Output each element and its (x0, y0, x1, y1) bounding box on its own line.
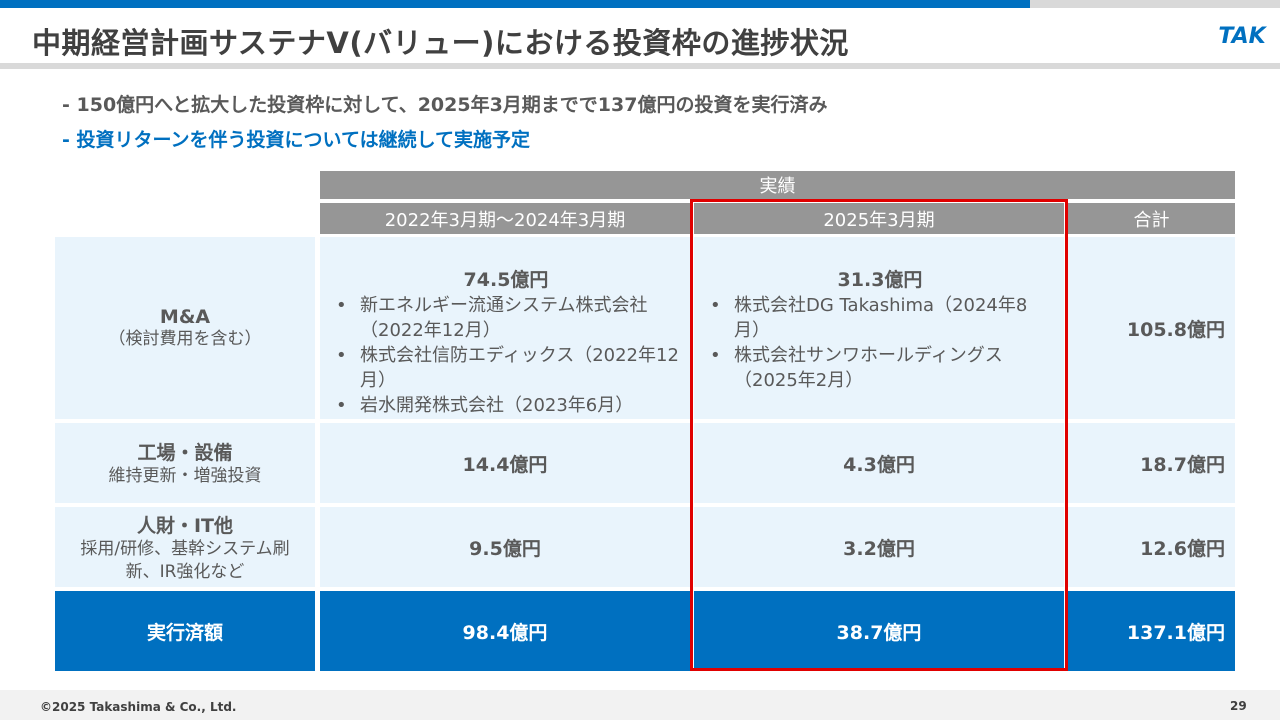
header-fy2022-2024: 2022年3月期～2024年3月期 (320, 203, 690, 234)
row-label-hr-it: 人財・IT他 採用/研修、基幹システム刷新、IR強化など (55, 507, 315, 587)
cell-ma-fy2025: 31.3億円 株式会社DG Takashima（2024年8月） 株式会社サンワ… (694, 237, 1064, 419)
row-label-sub: 採用/研修、基幹システム刷新、IR強化など (80, 539, 290, 582)
cell-ma-fy2022-2024: 74.5億円 新エネルギー流通システム株式会社（2022年12月） 株式会社信防… (320, 237, 690, 419)
amount: 74.5億円 (463, 269, 549, 291)
list-item: 岩水開発株式会社（2023年6月） (332, 393, 680, 418)
cell-executed-total: 137.1億円 (1068, 591, 1235, 671)
header-fy2025: 2025年3月期 (694, 203, 1064, 234)
row-label-sub: 維持更新・増強投資 (108, 466, 262, 487)
copyright: ©2025 Takashima & Co., Ltd. (40, 700, 237, 714)
top-accent-bar (0, 0, 1280, 8)
row-label-ma: M&A （検討費用を含む） (55, 237, 315, 419)
cell-facilities-fy2022-2024: 14.4億円 (320, 423, 690, 503)
row-label-sub: （検討費用を含む） (108, 328, 262, 349)
row-label-title: 工場・設備 (137, 442, 233, 465)
summary-bullet-2: - 投資リターンを伴う投資については継続して実施予定 (62, 129, 531, 151)
title-divider (0, 63, 1280, 69)
top-accent-bar-blue (0, 0, 1030, 8)
logo-text: TAK (1218, 24, 1267, 49)
top-accent-bar-grey (1030, 0, 1280, 8)
row-label-title: 人財・IT他 (136, 515, 234, 538)
cell-hr-it-total: 12.6億円 (1068, 507, 1235, 587)
acquisition-list: 株式会社DG Takashima（2024年8月） 株式会社サンワホールディング… (706, 293, 1054, 393)
header-total: 合計 (1068, 203, 1235, 234)
row-label-executed: 実行済額 (55, 591, 315, 671)
list-item: 株式会社信防エディックス（2022年12月） (332, 343, 680, 393)
page-title: 中期経営計画サステナV(バリュー)における投資枠の進捗状況 (32, 26, 849, 60)
row-label-title: M&A (159, 305, 211, 328)
cell-ma-total: 105.8億円 (1068, 237, 1235, 419)
company-logo: TAK (1218, 24, 1267, 49)
cell-hr-it-fy2025: 3.2億円 (694, 507, 1064, 587)
cell-executed-fy2022-2024: 98.4億円 (320, 591, 690, 671)
footer-bar (0, 690, 1280, 720)
header-actual: 実績 (320, 171, 1235, 199)
summary-bullet-1: - 150億円へと拡大した投資枠に対して、2025年3月期までで137億円の投資… (62, 94, 828, 116)
list-item: 株式会社サンワホールディングス（2025年2月） (706, 343, 1054, 393)
list-item: 株式会社DG Takashima（2024年8月） (706, 293, 1054, 343)
cell-facilities-fy2025: 4.3億円 (694, 423, 1064, 503)
row-label-facilities: 工場・設備 維持更新・増強投資 (55, 423, 315, 503)
amount: 31.3億円 (837, 269, 923, 291)
page-number: 29 (1230, 699, 1247, 713)
cell-hr-it-fy2022-2024: 9.5億円 (320, 507, 690, 587)
cell-executed-fy2025: 38.7億円 (694, 591, 1064, 671)
cell-facilities-total: 18.7億円 (1068, 423, 1235, 503)
list-item: 新エネルギー流通システム株式会社（2022年12月） (332, 293, 680, 343)
acquisition-list: 新エネルギー流通システム株式会社（2022年12月） 株式会社信防エディックス（… (332, 293, 680, 418)
